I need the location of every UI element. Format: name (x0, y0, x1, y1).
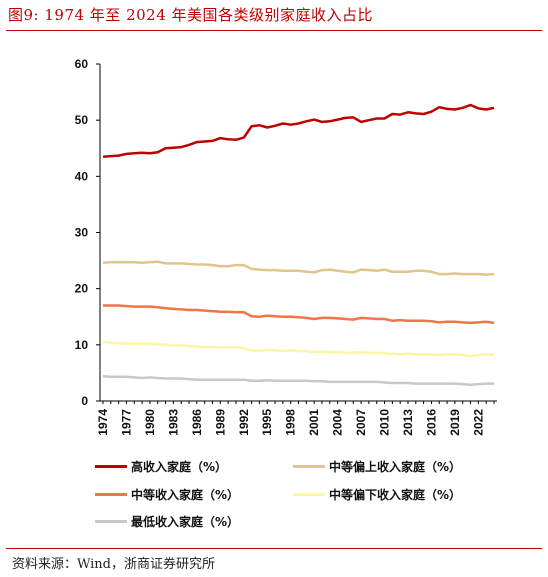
y-tick-label: 30 (75, 226, 89, 240)
x-tick-label: 2013 (401, 409, 415, 436)
x-tick-label: 1989 (213, 409, 227, 436)
series-line-3 (103, 304, 495, 325)
x-tick-label: 2022 (471, 409, 485, 436)
x-tick-label: 1998 (284, 409, 298, 436)
series-line-5 (102, 375, 494, 386)
x-tick-label: 2004 (331, 409, 345, 436)
footer-divider (6, 548, 542, 549)
x-tick-label: 2016 (424, 409, 438, 436)
x-tick-label: 2010 (378, 409, 392, 436)
x-tick-label: 2019 (448, 409, 462, 436)
title-divider (6, 30, 542, 31)
y-tick-label: 20 (75, 282, 89, 296)
x-tick-label: 1980 (143, 409, 157, 436)
x-tick-label: 1992 (237, 409, 251, 436)
x-tick-label: 1974 (96, 409, 110, 436)
series-line-2 (102, 260, 495, 276)
x-tick-label: 1995 (260, 409, 274, 436)
y-tick-label: 0 (81, 394, 88, 408)
x-tick-label: 1986 (190, 409, 204, 436)
y-tick-label: 60 (75, 57, 89, 71)
series-line-4 (102, 340, 495, 358)
x-tick-label: 2007 (354, 409, 368, 436)
x-tick-label: 1977 (119, 409, 133, 436)
y-tick-label: 40 (75, 169, 89, 183)
series-line-1 (102, 103, 495, 158)
x-tick-label: 1983 (166, 409, 180, 436)
figure-title: 图9: 1974 年至 2024 年美国各类级别家庭收入占比 (8, 6, 374, 24)
y-tick-label: 50 (75, 113, 89, 127)
x-tick-label: 2001 (307, 409, 321, 436)
source-note: 资料来源：Wind，浙商证券研究所 (12, 557, 215, 572)
y-tick-label: 10 (75, 338, 89, 352)
